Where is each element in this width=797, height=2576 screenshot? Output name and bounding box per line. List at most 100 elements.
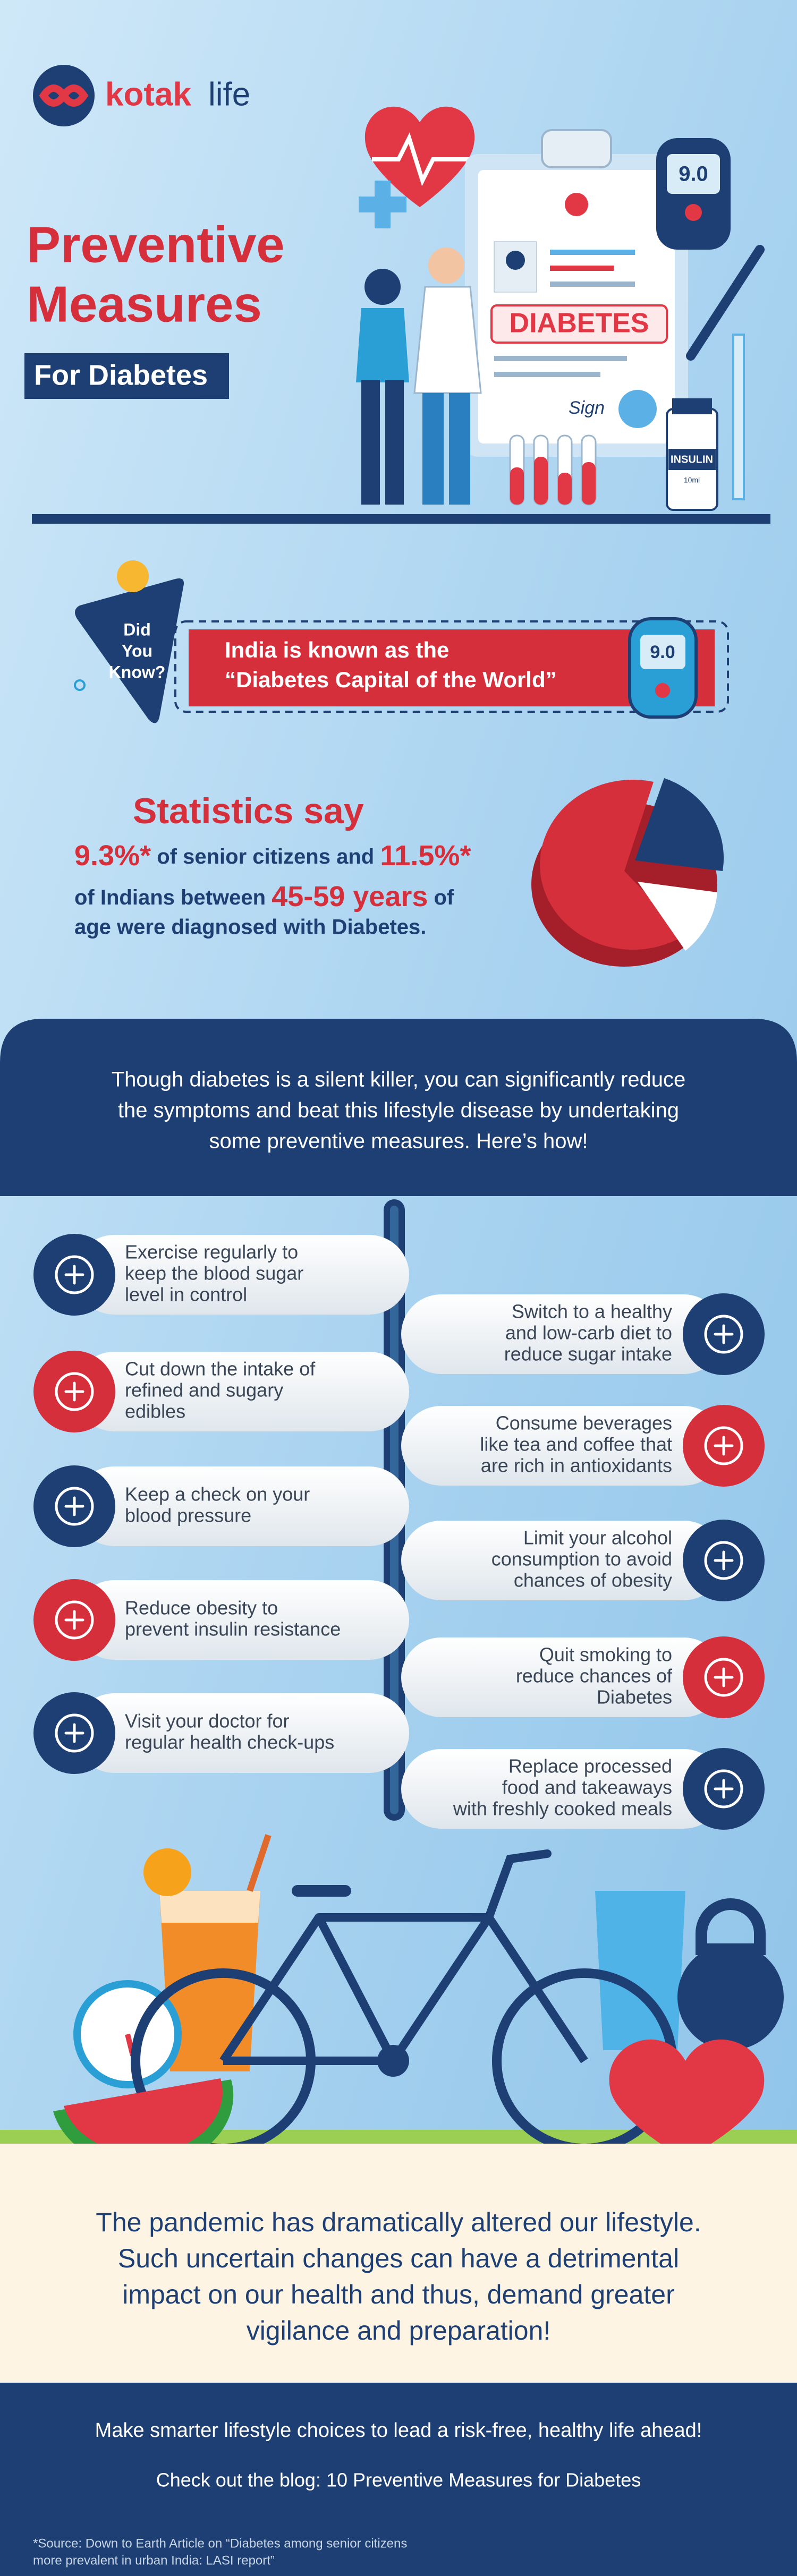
bulb — [117, 560, 149, 592]
juice-glass — [159, 1891, 260, 2071]
stats-heading: Statistics say — [133, 791, 364, 831]
tip-text: Quit smoking to — [539, 1644, 672, 1666]
logo: kotak life — [33, 65, 250, 126]
footer-blog[interactable]: Check out the blog: 10 Preventive Measur… — [156, 2469, 641, 2491]
statistics: Statistics say 9.3%* of senior citizens … — [74, 778, 724, 967]
tip-text: level in control — [125, 1284, 247, 1306]
tip-text: regular health check-ups — [125, 1731, 334, 1753]
tip-text: Reduce obesity to — [125, 1597, 278, 1619]
stat-value: 45-59 years — [272, 881, 428, 912]
water-glass — [595, 1891, 685, 2050]
tip-text: chances of obesity — [514, 1570, 672, 1591]
closing-text: The pandemic has dramatically altered ou… — [96, 2207, 701, 2237]
pie-illustration — [531, 778, 724, 967]
closing-text: vigilance and preparation! — [247, 2316, 551, 2345]
logo-symbol — [39, 84, 89, 107]
tip-pill — [401, 1637, 724, 1717]
tip-pill — [74, 1352, 409, 1431]
footer-cta: Make smarter lifestyle choices to lead a… — [95, 2419, 702, 2442]
seal — [618, 390, 657, 428]
tip-pill — [74, 1235, 409, 1315]
tip-text: blood pressure — [125, 1505, 251, 1526]
tip-text: and low-carb diet to — [505, 1322, 672, 1344]
tip-text: food and takeaways — [502, 1777, 672, 1798]
meter-button — [685, 204, 702, 221]
cross — [359, 197, 406, 212]
line — [550, 266, 614, 271]
footer — [0, 2383, 797, 2576]
tip-text: Limit your alcohol — [523, 1527, 672, 1549]
tip-icon-ring — [704, 1315, 743, 1354]
vial-band — [668, 449, 716, 470]
line — [494, 372, 600, 377]
tip-text: keep the blood sugar — [125, 1263, 303, 1284]
badge-text: Did — [123, 620, 151, 639]
tip-text: Consume beverages — [496, 1412, 672, 1434]
meter-reading: 9.0 — [650, 642, 675, 662]
tip-pill — [74, 1580, 409, 1660]
meter-reading: 9.0 — [679, 163, 708, 186]
tip-text: reduce sugar intake — [504, 1343, 672, 1365]
tip-text: Diabetes — [597, 1686, 672, 1708]
kettlebell — [677, 1944, 784, 2050]
subtitle-box — [24, 353, 229, 399]
heart — [609, 2039, 765, 2159]
kettlebell-handle — [696, 1898, 766, 1955]
fact-text: “Diabetes Capital of the World” — [225, 667, 557, 692]
tip-icon-ring — [704, 1541, 743, 1580]
intro-text: the symptoms and beat this lifestyle dis… — [118, 1099, 679, 1122]
vial-volume: 10ml — [684, 476, 700, 484]
tip-text: are rich in antioxidants — [481, 1455, 672, 1477]
heart — [364, 106, 475, 207]
pen — [686, 245, 765, 361]
closing-text: impact on our health and thus, demand gr… — [122, 2280, 675, 2309]
tip-text: like tea and coffee that — [480, 1434, 672, 1455]
stat-value: 11.5%* — [380, 840, 471, 872]
tip-pill — [401, 1406, 724, 1486]
tip-text: Switch to a healthy — [512, 1301, 672, 1323]
closing-text: Such uncertain changes can have a detrim… — [118, 2244, 679, 2273]
orange — [143, 1848, 191, 1896]
tip-icon-ring — [55, 1713, 94, 1753]
vial-label: INSULIN — [671, 454, 713, 465]
subtitle: For Diabetes — [34, 359, 208, 391]
tip-pill — [401, 1294, 724, 1374]
tip-icon-ring — [55, 1600, 94, 1640]
stat-text: of Indians between — [74, 886, 272, 909]
intro-text: some preventive measures. Here’s how! — [209, 1130, 588, 1153]
patient — [356, 269, 409, 505]
dot — [74, 679, 86, 691]
tip-icon-ring — [55, 1487, 94, 1526]
tip-icon-ring — [704, 1658, 743, 1697]
footer-source: *Source: Down to Earth Article on “Diabe… — [33, 2536, 407, 2551]
stats-line: age were diagnosed with Diabetes. — [74, 916, 426, 939]
vial-cap — [672, 398, 712, 414]
title: Preventive — [27, 216, 285, 273]
banner-outline — [174, 620, 729, 713]
stat-text: of — [428, 886, 454, 909]
banner — [189, 629, 715, 706]
tip-text: Cut down the intake of — [125, 1358, 316, 1380]
tip-icon-ring — [55, 1372, 94, 1411]
intro-panel — [0, 1019, 797, 1196]
badge-text: Know? — [109, 662, 166, 681]
heartbeat — [372, 132, 470, 186]
meter-screen — [640, 635, 685, 669]
line — [550, 282, 635, 287]
logo-product: life — [208, 76, 250, 113]
badge — [565, 193, 588, 216]
photo-head — [506, 251, 525, 270]
logo-brand: kotak — [105, 76, 191, 113]
badge — [75, 578, 184, 723]
bicycle — [131, 1849, 677, 2153]
